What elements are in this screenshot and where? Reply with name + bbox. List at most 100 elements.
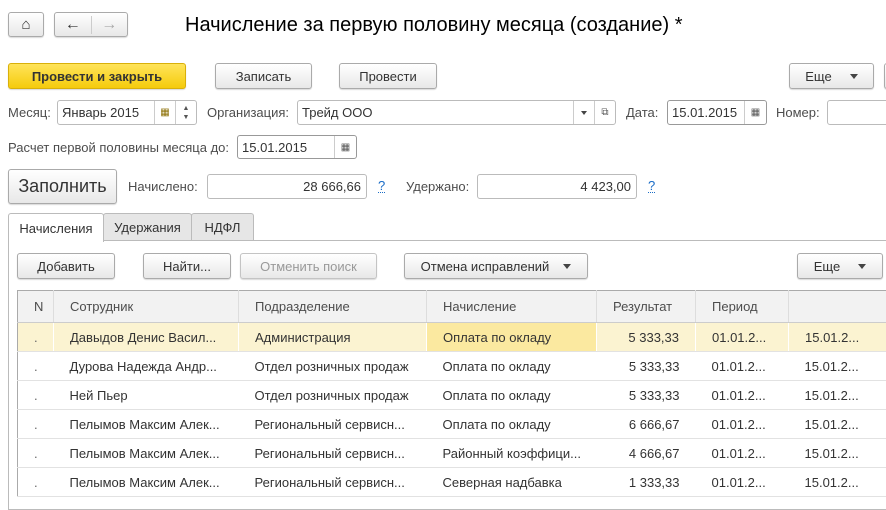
row-number: .: [18, 352, 54, 381]
table-cell[interactable]: 15.01.2...: [789, 323, 886, 352]
accrued-value: 28 666,66: [212, 179, 366, 194]
table-cell[interactable]: Оплата по окладу: [427, 410, 597, 439]
home-button[interactable]: ⌂: [8, 12, 44, 37]
back-button[interactable]: ←: [55, 16, 92, 34]
number-label: Номер:: [776, 105, 820, 120]
row-number: .: [18, 468, 54, 497]
table-cell[interactable]: 01.01.2...: [696, 468, 789, 497]
accrued-label: Начислено:: [128, 179, 198, 194]
table-cell[interactable]: 15.01.2...: [789, 381, 886, 410]
table-cell[interactable]: Региональный сервисн...: [239, 410, 427, 439]
arrow-right-icon: →: [101, 16, 117, 33]
tab-deductions[interactable]: Удержания: [103, 213, 192, 241]
tab-ndfl[interactable]: НДФЛ: [191, 213, 254, 241]
date-field[interactable]: 15.01.2015 ▦: [667, 100, 767, 125]
cancel-search-button[interactable]: Отменить поиск: [240, 253, 377, 279]
save-button[interactable]: Записать: [215, 63, 312, 89]
calendar-icon[interactable]: ▦: [334, 136, 356, 158]
table-row[interactable]: .Пелымов Максим Алек...Региональный серв…: [18, 439, 886, 468]
table-cell[interactable]: 15.01.2...: [789, 410, 886, 439]
row-number: .: [18, 439, 54, 468]
table-cell[interactable]: Пелымов Максим Алек...: [54, 410, 239, 439]
calc-until-value: 15.01.2015: [242, 140, 334, 155]
calendar-icon[interactable]: ▦: [744, 101, 766, 124]
calc-until-label: Расчет первой половины месяца до:: [8, 140, 229, 155]
organization-field[interactable]: Трейд ООО ⧉: [297, 100, 616, 125]
table-cell[interactable]: Администрация: [239, 323, 427, 352]
table-cell[interactable]: 15.01.2...: [789, 352, 886, 381]
table-cell[interactable]: Отдел розничных продаж: [239, 381, 427, 410]
dropdown-icon[interactable]: [573, 101, 594, 124]
table-cell[interactable]: Оплата по окладу: [427, 352, 597, 381]
table-cell[interactable]: Давыдов Денис Васил...: [54, 323, 239, 352]
table-cell[interactable]: 01.01.2...: [696, 439, 789, 468]
table-cell[interactable]: 01.01.2...: [696, 352, 789, 381]
table-cell[interactable]: 01.01.2...: [696, 323, 789, 352]
chevron-down-icon: [858, 264, 866, 269]
row-number: .: [18, 323, 54, 352]
forward-button[interactable]: →: [92, 16, 128, 34]
table-cell[interactable]: Региональный сервисн...: [239, 468, 427, 497]
date-label: Дата:: [626, 105, 658, 120]
table-cell[interactable]: Пелымов Максим Алек...: [54, 439, 239, 468]
withheld-field: 4 423,00: [477, 174, 637, 199]
table-cell[interactable]: Оплата по окладу: [427, 381, 597, 410]
column-header[interactable]: Сотрудник: [54, 291, 239, 323]
table-cell[interactable]: Ней Пьер: [54, 381, 239, 410]
post-button[interactable]: Провести: [339, 63, 437, 89]
cancel-corrections-button[interactable]: Отмена исправлений: [404, 253, 588, 279]
calc-until-field[interactable]: 15.01.2015 ▦: [237, 135, 357, 159]
table-cell[interactable]: Региональный сервисн...: [239, 439, 427, 468]
spinner[interactable]: ▲▼: [175, 101, 196, 124]
tab-accruals[interactable]: Начисления: [8, 213, 104, 242]
table-cell[interactable]: Дурова Надежда Андр...: [54, 352, 239, 381]
table-row[interactable]: .Пелымов Максим Алек...Региональный серв…: [18, 468, 886, 497]
table-cell[interactable]: 01.01.2...: [696, 410, 789, 439]
table-cell[interactable]: 6 666,67: [597, 410, 696, 439]
more-label: Еще: [814, 259, 840, 274]
table-cell[interactable]: 15.01.2...: [789, 468, 886, 497]
table-cell[interactable]: Районный коэффици...: [427, 439, 597, 468]
withheld-label: Удержано:: [406, 179, 469, 194]
open-icon[interactable]: ⧉: [594, 101, 615, 124]
table-cell[interactable]: 15.01.2...: [789, 439, 886, 468]
table-cell[interactable]: 5 333,33: [597, 352, 696, 381]
table-row[interactable]: .Дурова Надежда Андр...Отдел розничных п…: [18, 352, 886, 381]
table-row[interactable]: .Пелымов Максим Алек...Региональный серв…: [18, 410, 886, 439]
cancel-corrections-label: Отмена исправлений: [421, 259, 550, 274]
page-title: Начисление за первую половину месяца (со…: [185, 14, 683, 37]
column-header[interactable]: N: [18, 291, 54, 323]
column-header[interactable]: [789, 291, 886, 323]
table-cell[interactable]: 5 333,33: [597, 381, 696, 410]
month-value: Январь 2015: [62, 105, 154, 120]
fill-button[interactable]: Заполнить: [8, 169, 117, 204]
withheld-help-link[interactable]: ?: [648, 179, 655, 193]
table-cell[interactable]: 4 666,67: [597, 439, 696, 468]
table-cell[interactable]: 5 333,33: [597, 323, 696, 352]
more-button[interactable]: Еще: [789, 63, 874, 89]
table-cell[interactable]: 01.01.2...: [696, 381, 789, 410]
table-cell[interactable]: Северная надбавка: [427, 468, 597, 497]
column-header[interactable]: Подразделение: [239, 291, 427, 323]
month-field[interactable]: Январь 2015 ▦ ▲▼: [57, 100, 197, 125]
chevron-down-icon: [850, 74, 858, 79]
table-more-button[interactable]: Еще: [797, 253, 883, 279]
accrued-help-link[interactable]: ?: [378, 179, 385, 193]
column-header[interactable]: Начисление: [427, 291, 597, 323]
organization-value: Трейд ООО: [302, 105, 573, 120]
table-cell[interactable]: Пелымов Максим Алек...: [54, 468, 239, 497]
add-button[interactable]: Добавить: [17, 253, 115, 279]
column-header[interactable]: Результат: [597, 291, 696, 323]
column-header[interactable]: Период: [696, 291, 789, 323]
number-field[interactable]: [827, 100, 886, 125]
find-button[interactable]: Найти...: [143, 253, 231, 279]
table-cell[interactable]: 1 333,33: [597, 468, 696, 497]
post-and-close-button[interactable]: Провести и закрыть: [8, 63, 186, 89]
withheld-value: 4 423,00: [482, 179, 636, 194]
organization-label: Организация:: [207, 105, 289, 120]
table-cell[interactable]: Отдел розничных продаж: [239, 352, 427, 381]
calendar-icon[interactable]: ▦: [154, 101, 175, 124]
table-cell[interactable]: Оплата по окладу: [427, 323, 597, 352]
